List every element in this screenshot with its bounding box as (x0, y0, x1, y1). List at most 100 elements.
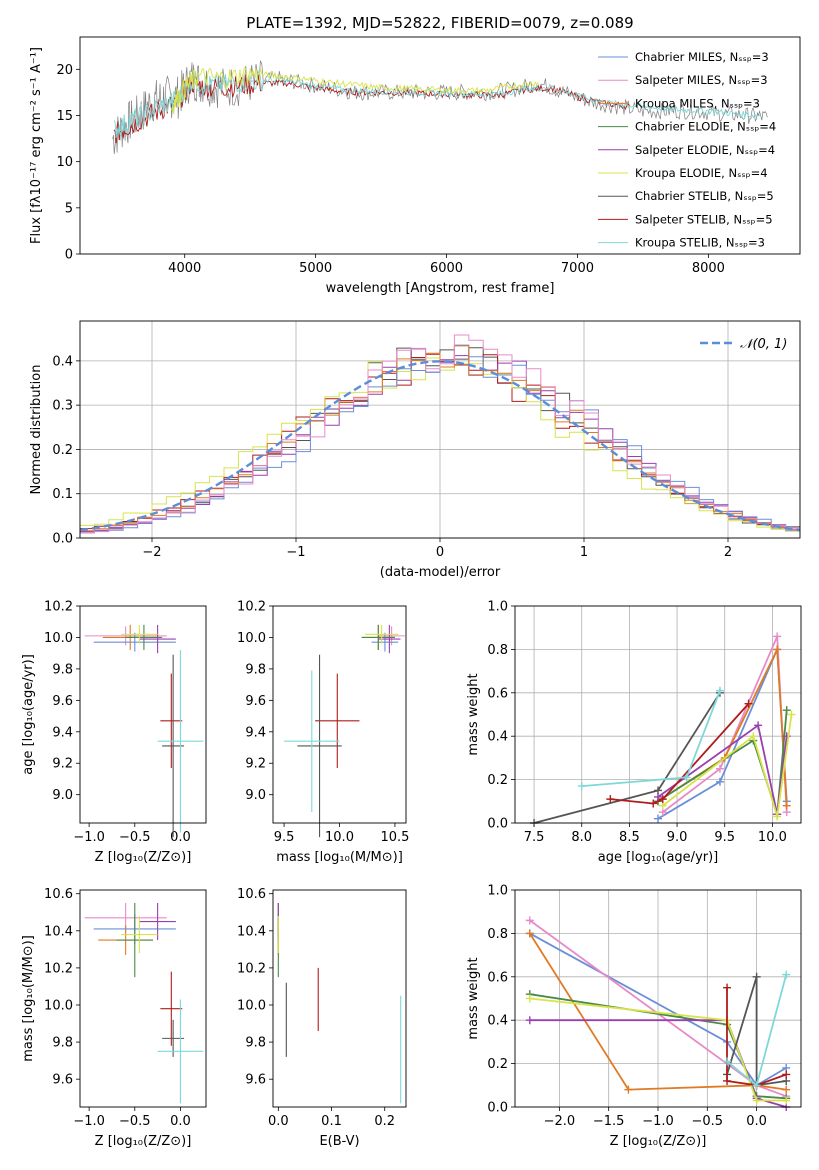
weight_vs_Z-axes: −2.0 −1.5 −1.0 −0.5 0.0 0.0 0.2 0.4 0.6 0.8 1.0 Z [… (466, 884, 801, 1149)
age_vs_Z-points (84, 624, 204, 838)
age_vs_Z-xtick-label: −1.0 (73, 830, 105, 845)
weight_vs_age-ytick-label: 0.0 (487, 817, 508, 832)
spectrum-legend-item: Chabrier MILES, Nₛₛₚ=3 (598, 50, 769, 64)
series-line (529, 932, 787, 1087)
residuals-hist-salpeter-miles (80, 334, 800, 535)
series-line (726, 987, 787, 1087)
age_vs_Z-xtick-label: 0.0 (170, 830, 191, 845)
weight_vs_Z-frame (514, 889, 802, 1108)
residuals-xtick-label: −1 (286, 545, 305, 560)
residuals-xtick-label: 0 (436, 545, 444, 560)
spectrum-frame (79, 36, 801, 255)
age_vs_mass-xtick-label: 10.0 (325, 830, 354, 845)
spectrum-legend-item: Chabrier ELODIE, Nₛₛₚ=4 (598, 120, 776, 134)
legend-label: Salpeter MILES, Nₛₛₚ=3 (635, 73, 768, 87)
weight_vs_age-frame (514, 605, 802, 824)
mass_vs_Z-xlabel: Z [log₁₀(Z/Z⊙)] (95, 1134, 192, 1149)
series-marker (782, 801, 791, 810)
age_vs_Z-ytick-label: 10.2 (44, 600, 73, 615)
residuals-ytick-label: 0.1 (52, 487, 73, 502)
mass_vs_Z-ytick-label: 9.8 (52, 1036, 73, 1051)
series-marker (658, 795, 667, 804)
weight_vs_age-series-kroupa-stelib (577, 686, 724, 791)
spectrum-legend-item: Salpeter STELIB, Nₛₛₚ=5 (598, 212, 773, 226)
mass_vs_ebv-xtick-label: 0.2 (374, 1114, 395, 1129)
series-marker (752, 1096, 761, 1105)
series-marker (715, 686, 724, 695)
series-marker (682, 773, 691, 782)
weight_vs_age-series-salpeter-stelib (606, 699, 753, 808)
series-marker (577, 782, 586, 791)
series-marker (649, 799, 658, 808)
legend-label: Kroupa MILES, Nₛₛₚ=3 (635, 96, 760, 110)
spectrum-series-salpeter-stelib-line (113, 74, 631, 144)
series-marker (752, 1081, 761, 1090)
series-marker (525, 994, 534, 1003)
series-marker (782, 1085, 791, 1094)
weight_vs_Z-series (525, 916, 791, 1111)
series-line (529, 932, 787, 1091)
weight_vs_Z-series-kroupa-stelib (723, 970, 791, 1090)
mass_vs_Z-ylabel: mass [log₁₀(M/M⊙)] (21, 935, 36, 1062)
weight_vs_Z-xlabel: Z [log₁₀(Z/Z⊙)] (610, 1134, 707, 1149)
weight_vs_age-xtick-label: 8.0 (571, 830, 592, 845)
spectrum-xtick-label: 4000 (168, 261, 201, 276)
series-marker (782, 970, 791, 979)
age_vs_mass-point-salpeter-stelib (315, 673, 360, 768)
mass_vs_ebv-ytick-label: 9.6 (245, 1073, 266, 1088)
weight_vs_age-xtick-label: 8.5 (619, 830, 640, 845)
spectrum-series-data-line (112, 60, 768, 155)
age_vs_Z-axes: −1.0 −0.5 0.0 9.0 9.2 9.4 9.6 9.8 10.0 10.2 Z [log… (21, 600, 191, 866)
residuals-ytick-label: 0.0 (52, 532, 73, 547)
age_vs_mass-point-chabrier-elodie (361, 624, 395, 651)
mass_vs_Z-point-kroupa-stelib (157, 999, 204, 1104)
series-marker (752, 972, 761, 981)
legend-label: Salpeter ELODIE, Nₛₛₚ=4 (635, 143, 775, 157)
spectrum-xtick-label: 8000 (692, 261, 725, 276)
residuals-xtick-label: 1 (580, 545, 588, 560)
spectrum-xlabel: wavelength [Angstrom, rest frame] (326, 281, 555, 296)
weight_vs_Z-xtick-label: −1.5 (593, 1114, 625, 1129)
series-marker (782, 732, 791, 741)
series-line (529, 997, 787, 1102)
weight_vs_age-axes: 7.5 8.0 8.5 9.0 9.5 10.0 0.0 0.2 0.4 0.6 0.8 1.0 age… (466, 600, 801, 865)
legend-label: Chabrier STELIB, Nₛₛₚ=5 (635, 189, 774, 203)
weight_vs_Z-xtick-label: 0.0 (746, 1114, 767, 1129)
legend-label: Chabrier ELODIE, Nₛₛₚ=4 (635, 120, 776, 134)
age_vs_Z-frame (79, 605, 207, 824)
weight_vs_Z-ytick-label: 0.6 (487, 970, 508, 985)
mass_vs_Z-point-kroupa-elodie (121, 915, 158, 954)
residuals-legend: 𝒩(0, 1) (700, 337, 787, 352)
age_vs_mass-frame (272, 605, 407, 824)
series-line (610, 702, 750, 805)
series-line (726, 976, 787, 1087)
spectrum-legend-item: Salpeter MILES, Nₛₛₚ=3 (598, 73, 768, 87)
spectrum-ytick-label: 20 (56, 63, 73, 78)
age_vs_mass-axes: 9.5 10.0 10.5 9.0 9.2 9.4 9.6 9.8 10.0 10.2 mass [… (237, 600, 409, 866)
age_vs_Z-ytick-label: 9.4 (52, 725, 73, 740)
residuals-frame (79, 320, 801, 539)
weight_vs_Z-ytick-label: 0.4 (487, 1014, 508, 1029)
residuals-ytick-label: 0.3 (52, 399, 73, 414)
age_vs_mass-point-kroupa-stelib (284, 670, 340, 812)
spectrum-legend-item: Salpeter ELODIE, Nₛₛₚ=4 (598, 143, 775, 157)
weight_vs_age-xlabel: age [log₁₀(age/yr)] (598, 850, 719, 865)
mass_vs_Z-point-salpeter-stelib (160, 971, 183, 1046)
residuals-xtick-label: −2 (142, 545, 161, 560)
series-line (533, 692, 721, 824)
mass_vs_Z-ytick-label: 10.4 (44, 924, 73, 939)
series-marker (782, 706, 791, 715)
mass_vs_Z-xtick-label: 0.0 (170, 1114, 191, 1129)
series-marker (782, 1096, 791, 1105)
series-marker (782, 1070, 791, 1079)
residuals-xlabel: (data-model)/error (380, 565, 501, 580)
spectrum-xtick-label: 5000 (299, 261, 332, 276)
age_vs_Z-xtick-label: −0.5 (119, 830, 151, 845)
series-marker (749, 732, 758, 741)
spectrum-xtick-label: 7000 (561, 261, 594, 276)
age_vs_mass-ytick-label: 9.6 (245, 694, 266, 709)
mass_vs_Z-ytick-label: 9.6 (52, 1073, 73, 1088)
residuals-series (80, 334, 800, 535)
spectrum-series (112, 60, 768, 155)
age_vs_mass-ytick-label: 9.0 (245, 788, 266, 803)
